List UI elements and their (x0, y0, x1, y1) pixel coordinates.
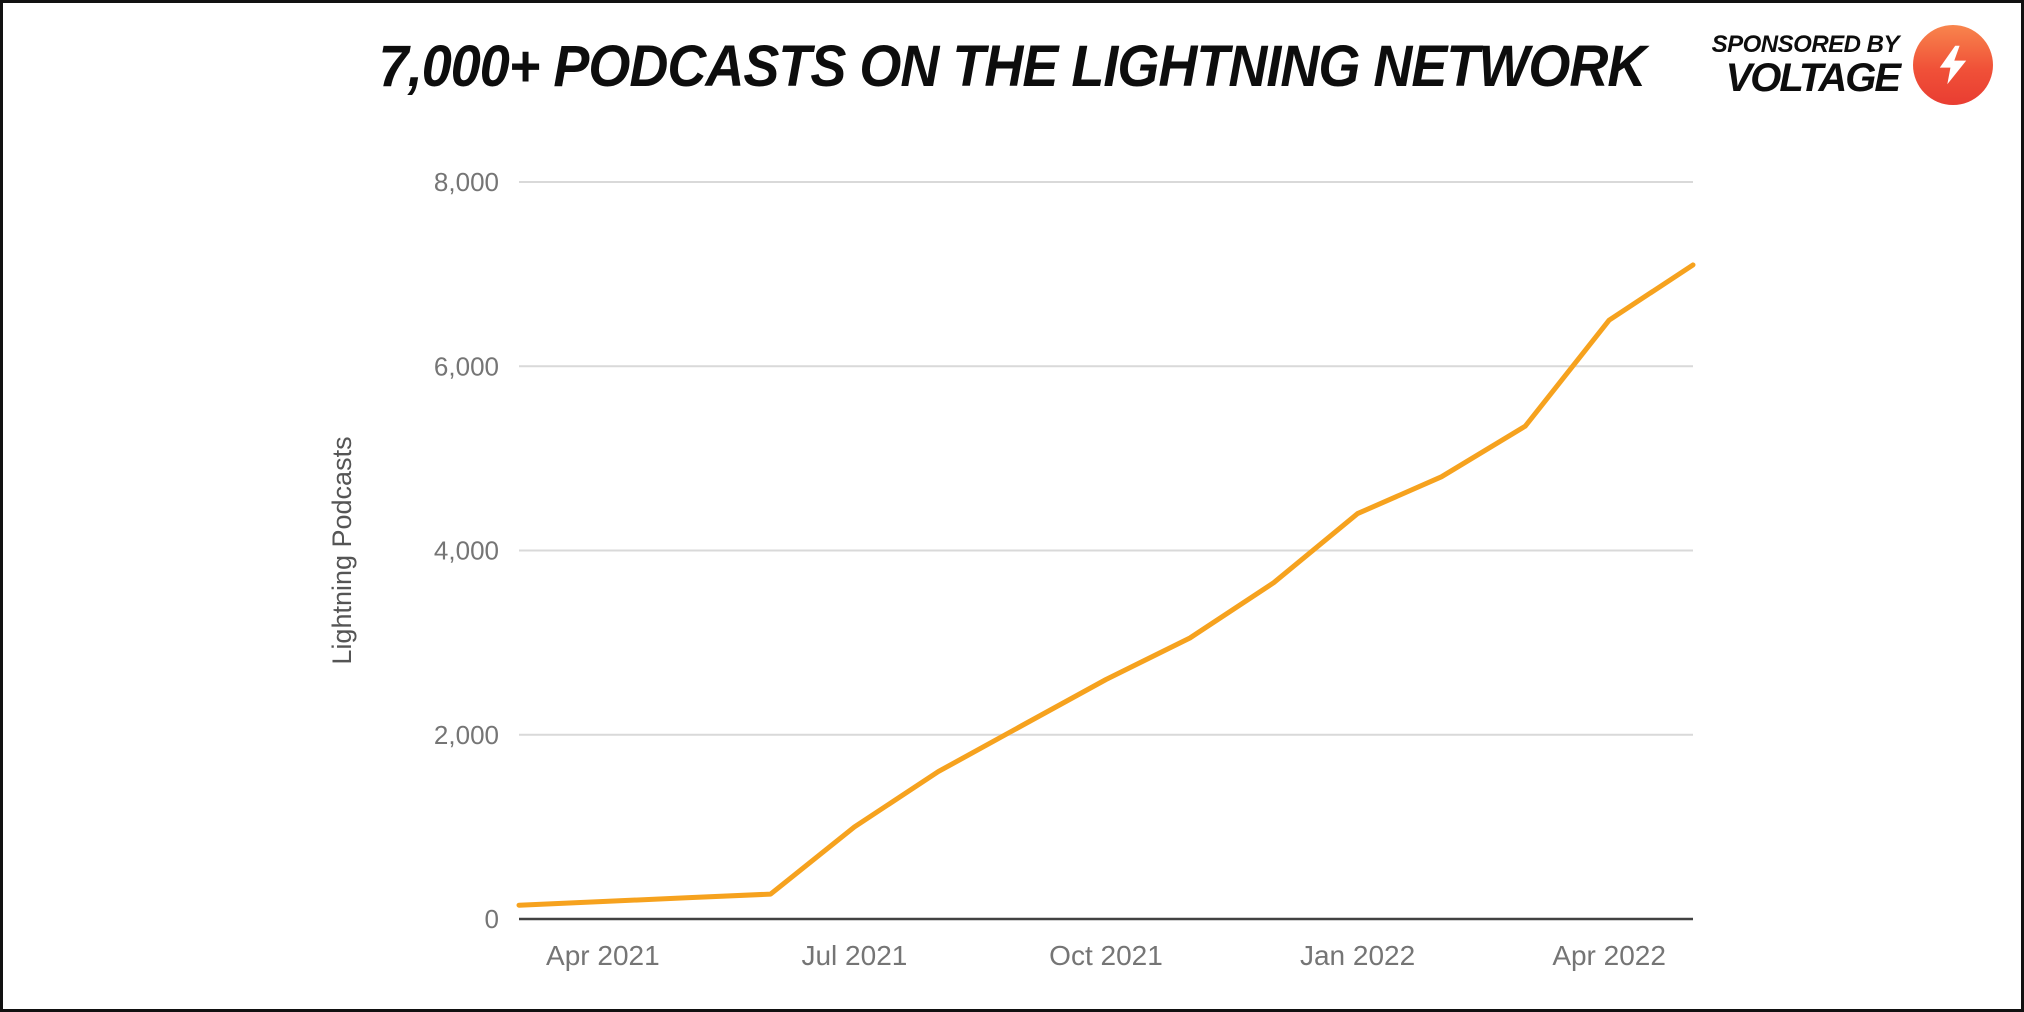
chart-title: 7,000+ PODCASTS ON THE LIGHTNING NETWORK (378, 34, 1647, 99)
y-tick-label: 0 (485, 904, 499, 934)
x-tick-label: Jan 2022 (1300, 940, 1415, 971)
y-axis-title: Lightning Podcasts (327, 436, 357, 664)
line-chart: 0 2,000 4,000 6,000 8,000 Apr 2021 Jul 2021 Oct… (327, 167, 1696, 971)
lightning-bolt-icon (1939, 45, 1967, 85)
voltage-logo (1913, 25, 1993, 105)
y-tick-label: 4,000 (434, 536, 499, 566)
sponsored-by-label: SPONSORED BY (1711, 30, 1900, 58)
x-tick-label: Apr 2022 (1552, 940, 1666, 971)
sponsor-block: SPONSORED BY VOLTAGE (1712, 25, 1993, 105)
x-tick-label: Apr 2021 (546, 940, 660, 971)
y-tick-label: 6,000 (434, 351, 499, 381)
x-tick-label: Jul 2021 (801, 940, 907, 971)
podcast-count-series-line (516, 262, 1696, 908)
voltage-wordmark: VOLTAGE (1725, 56, 1901, 101)
y-tick-label: 2,000 (434, 720, 499, 750)
sponsor-text: SPONSORED BY VOLTAGE (1711, 30, 1901, 101)
x-tick-label: Oct 2021 (1049, 940, 1163, 971)
y-tick-label: 8,000 (434, 167, 499, 197)
